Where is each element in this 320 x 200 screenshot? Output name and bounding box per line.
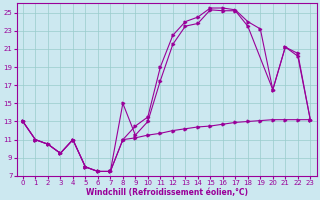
X-axis label: Windchill (Refroidissement éolien,°C): Windchill (Refroidissement éolien,°C) — [85, 188, 248, 197]
